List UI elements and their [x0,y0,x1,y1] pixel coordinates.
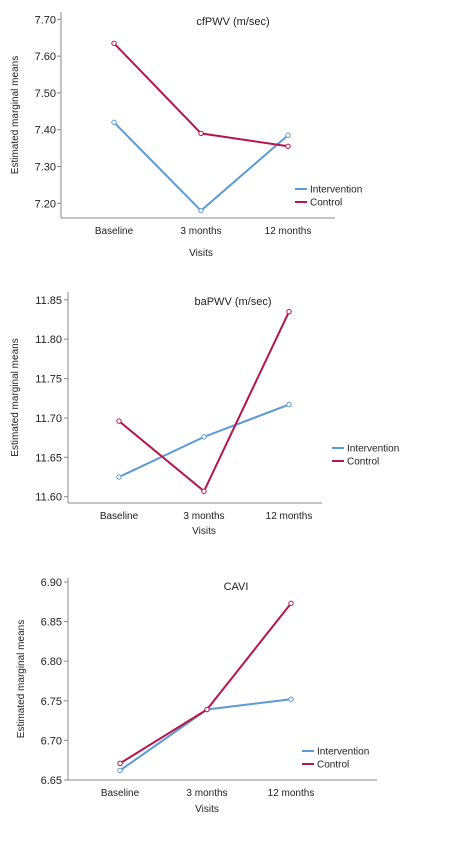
y-axis-label: Estimated marginal means [10,338,21,456]
y-tick-label: 11.60 [35,492,62,504]
y-tick-label: 7.30 [35,162,56,174]
data-point-intervention [116,474,122,480]
data-point-control [204,706,210,713]
y-tick-label: 7.60 [35,51,56,63]
y-tick-label: 11.65 [35,452,62,464]
y-tick-label: 7.20 [35,198,56,210]
data-point-control [116,418,122,424]
legend-label: Intervention [317,747,369,758]
chart-title: baPWV (m/sec) [194,296,271,308]
x-tick-label: 3 months [180,226,221,237]
data-point-control [198,130,204,137]
chart-3: CAVI 6.65 6.70 6.75 6.80 6.85 6.90 Baseline 3 mo… [16,577,377,815]
legend-label: Intervention [347,444,399,455]
y-tick-label: 7.70 [35,14,56,26]
y-axis-label: Estimated marginal means [16,620,27,738]
data-point-intervention [117,767,123,774]
data-point-control [117,760,123,767]
legend-label: Control [317,760,349,771]
y-tick-label: 11.75 [35,374,62,386]
y-tick-label: 6.80 [41,656,62,668]
data-point-intervention [198,207,204,214]
chart-2: baPWV (m/sec) 11.60 11.65 11.70 11.75 11.80 11… [10,292,399,537]
x-tick-label: Baseline [100,511,139,522]
data-point-control [201,488,207,494]
data-point-intervention [111,119,117,126]
y-tick-label: 6.75 [41,696,62,708]
y-tick-label: 6.70 [41,735,62,747]
x-axis-label: Visits [189,248,213,259]
data-point-intervention [201,434,207,440]
data-point-control [288,600,294,607]
series-line-control [119,602,292,765]
x-axis-label: Visits [192,526,216,537]
y-tick-label: 6.90 [41,577,62,589]
data-point-intervention [286,401,292,408]
legend-label: Control [347,457,379,468]
legend-label: Control [310,198,342,209]
data-point-intervention [285,132,291,138]
data-point-control [111,40,117,46]
chart-title: cfPWV (m/sec) [196,16,269,28]
y-tick-label: 11.85 [35,295,62,307]
y-tick-label: 11.70 [35,413,62,425]
x-tick-label: Baseline [95,226,134,237]
x-tick-label: 12 months [268,788,315,799]
data-point-control [286,308,292,315]
data-point-intervention [288,696,294,702]
data-point-control [285,143,291,149]
chart-1: cfPWV (m/sec) 7.20 7.30 7.40 7.50 7.60 7.70 Bas… [10,12,362,259]
y-tick-label: 7.50 [35,88,56,100]
x-tick-label: 12 months [265,226,312,237]
y-tick-label: 11.80 [35,334,62,346]
series-line-intervention [118,403,290,478]
y-tick-label: 7.40 [35,125,56,137]
x-tick-label: 3 months [186,788,227,799]
y-tick-label: 6.85 [41,617,62,629]
x-tick-label: 12 months [266,511,313,522]
x-tick-label: 3 months [183,511,224,522]
x-tick-label: Baseline [101,788,140,799]
x-axis-label: Visits [195,804,219,815]
chart-title: CAVI [224,581,249,593]
legend-label: Intervention [310,185,362,196]
y-tick-label: 6.65 [41,775,62,787]
y-axis-label: Estimated marginal means [10,56,21,174]
